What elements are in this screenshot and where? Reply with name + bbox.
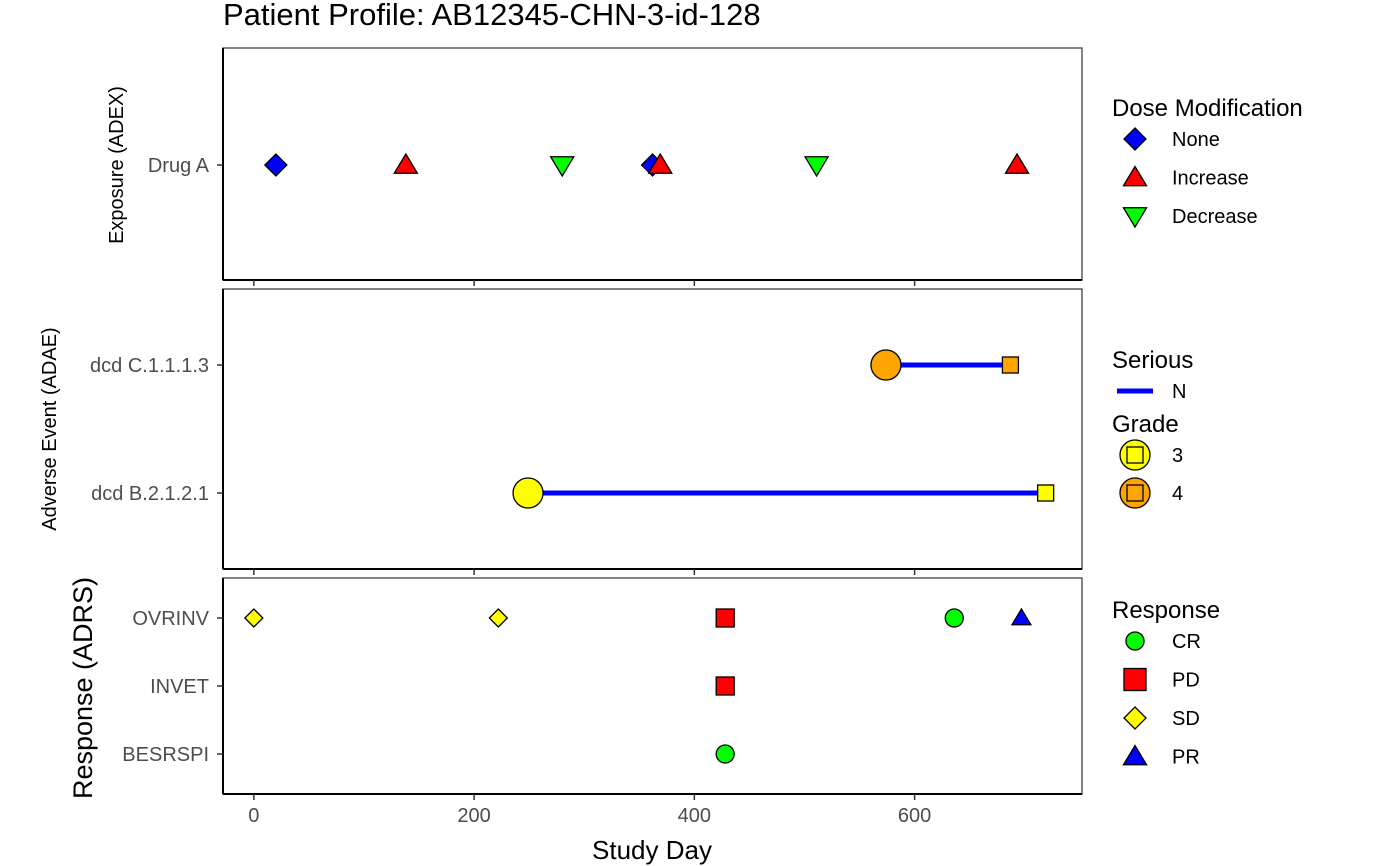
legend-dose-label-increase: Increase <box>1172 168 1249 190</box>
legend-dose: Dose Modification None Increase Decrease <box>1112 95 1303 229</box>
ytick-label-drug-a: Drug A <box>148 155 210 177</box>
panel-response: OVRINV INVET BESRSPI Response (ADRS) <box>68 577 1083 800</box>
panel-exposure: Drug A Exposure (ADEX) <box>106 47 1083 286</box>
xtick-label-400: 400 <box>678 805 711 827</box>
ytick-label-invet: INVET <box>150 676 209 698</box>
point-exposure-none-0 <box>263 153 288 177</box>
ytick-label-dcd-b-2-1-2-1: dcd B.2.1.2.1 <box>91 483 209 505</box>
ae-end-dcd-b-2-1-2-1 <box>1037 484 1055 502</box>
legend-serious: Serious N <box>1112 347 1193 403</box>
ae-start-dcd-b-2-1-2-1 <box>512 477 544 509</box>
legend-response-title: Response <box>1112 597 1220 624</box>
panel-adverse-ylabel: Adverse Event (ADAE) <box>39 327 61 530</box>
point-response-sd-1 <box>488 608 509 628</box>
legend-grade-title: Grade <box>1112 411 1179 438</box>
ae-end-dcd-c-1-1-1-3 <box>1001 356 1020 374</box>
point-exposure-increase-6 <box>1004 152 1030 174</box>
xtick-label-0: 0 <box>248 805 259 827</box>
point-exposure-increase-1 <box>393 152 419 174</box>
legend-response-key-pd <box>1123 667 1147 692</box>
legend-grade-label-4: 4 <box>1172 483 1183 505</box>
xtick-label-600: 600 <box>898 805 931 827</box>
panel-response-ylabel: Response (ADRS) <box>68 577 98 799</box>
panel-adverse-border <box>222 288 1083 570</box>
legend-dose-label-decrease: Decrease <box>1172 206 1258 228</box>
legend-response-key-pr <box>1122 744 1148 766</box>
legend-dose-label-none: None <box>1172 129 1220 151</box>
legend-grade-label-3: 3 <box>1172 445 1183 467</box>
point-response-cr-6 <box>715 744 735 764</box>
legend-serious-label-n: N <box>1172 381 1186 403</box>
panel-exposure-ylabel: Exposure (ADEX) <box>106 86 128 244</box>
legend-response: Response CR PD SD PR <box>1112 597 1220 769</box>
xtick-label-200: 200 <box>457 805 490 827</box>
x-axis-label: Study Day <box>592 835 712 865</box>
point-response-cr-3 <box>944 608 964 628</box>
ae-start-dcd-c-1-1-1-3 <box>870 349 902 381</box>
panel-adverse: dcd C.1.1.1.3 dcd B.2.1.2.1 Adverse Event… <box>39 288 1083 575</box>
chart-title: Patient Profile: AB12345-CHN-3-id-128 <box>223 0 761 32</box>
legend-response-label-cr: CR <box>1172 631 1201 653</box>
point-exposure-decrease-5 <box>803 156 830 178</box>
legend-dose-key-increase <box>1122 165 1148 187</box>
legend-response-label-pr: PR <box>1172 747 1200 769</box>
legend-dose-title: Dose Modification <box>1112 95 1303 122</box>
legend-grade-key-4-square <box>1126 484 1144 502</box>
legend-response-label-pd: PD <box>1172 670 1200 692</box>
ytick-label-dcd-c-1-1-1-3: dcd C.1.1.1.3 <box>90 355 209 377</box>
point-response-pd-2 <box>715 608 735 628</box>
legend-grade: Grade 3 4 <box>1112 411 1183 509</box>
ytick-label-besrspi: BESRSPI <box>122 744 209 766</box>
point-response-pd-5 <box>715 676 735 696</box>
point-response-sd-0 <box>243 608 264 628</box>
ytick-label-ovrinv: OVRINV <box>132 608 209 630</box>
legend-response-label-sd: SD <box>1172 708 1200 730</box>
legend-dose-key-none <box>1123 127 1147 151</box>
point-exposure-decrease-2 <box>549 156 575 178</box>
legend-grade-key-3-square <box>1126 446 1144 464</box>
legend-response-key-sd <box>1123 706 1147 730</box>
legend-response-key-cr <box>1125 631 1145 651</box>
point-exposure-increase-4 <box>647 152 673 174</box>
legend-serious-title: Serious <box>1112 347 1193 374</box>
point-response-pr-4 <box>1010 607 1033 626</box>
legend-dose-key-decrease <box>1122 207 1148 229</box>
